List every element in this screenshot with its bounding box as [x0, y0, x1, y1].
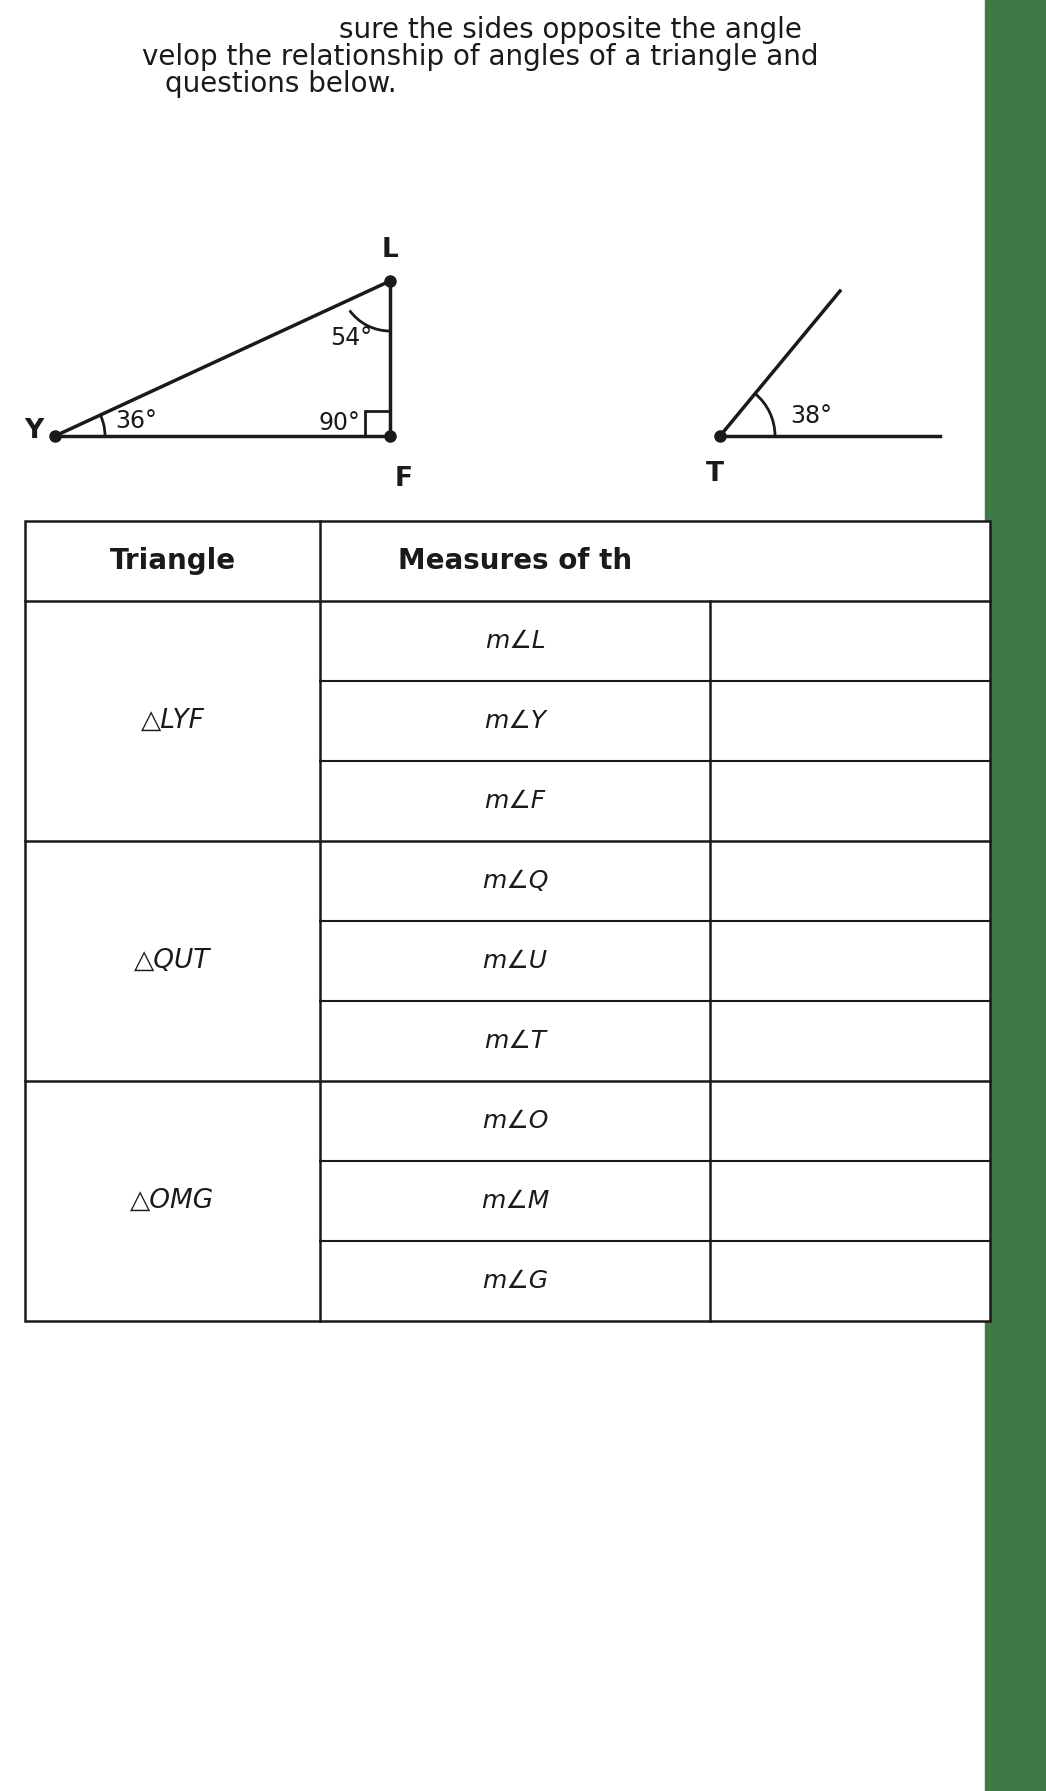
Text: △OMG: △OMG	[131, 1187, 214, 1214]
Text: m∠G: m∠G	[482, 1270, 548, 1293]
Text: Y: Y	[24, 417, 43, 444]
Text: 90°: 90°	[318, 412, 360, 435]
Text: F: F	[395, 466, 413, 493]
Text: 36°: 36°	[115, 408, 157, 433]
Text: m∠Y: m∠Y	[484, 709, 546, 733]
Text: m∠Q: m∠Q	[482, 869, 548, 894]
Text: 38°: 38°	[790, 405, 832, 428]
Bar	[25, 521, 990, 1322]
Text: 54°: 54°	[329, 326, 372, 349]
Text: sure the sides opposite the angle: sure the sides opposite the angle	[339, 16, 801, 45]
Text: m∠T: m∠T	[484, 1030, 546, 1053]
Text: m∠M: m∠M	[481, 1189, 549, 1213]
Text: m∠F: m∠F	[484, 790, 546, 813]
Text: T: T	[706, 460, 724, 487]
Text: questions below.: questions below.	[165, 70, 396, 99]
Text: velop the relationship of angles of a triangle and: velop the relationship of angles of a tr…	[142, 43, 818, 72]
Bar	[985, 0, 1046, 1791]
Text: m∠U: m∠U	[482, 949, 547, 973]
Text: △LYF: △LYF	[140, 707, 204, 734]
Text: Measures of th: Measures of th	[397, 546, 632, 575]
Text: Triangle: Triangle	[110, 546, 235, 575]
Text: m∠L: m∠L	[484, 629, 545, 654]
Text: L: L	[382, 236, 399, 263]
Text: m∠O: m∠O	[482, 1109, 548, 1134]
Bar	[365, 410, 390, 435]
Text: △QUT: △QUT	[134, 947, 210, 974]
